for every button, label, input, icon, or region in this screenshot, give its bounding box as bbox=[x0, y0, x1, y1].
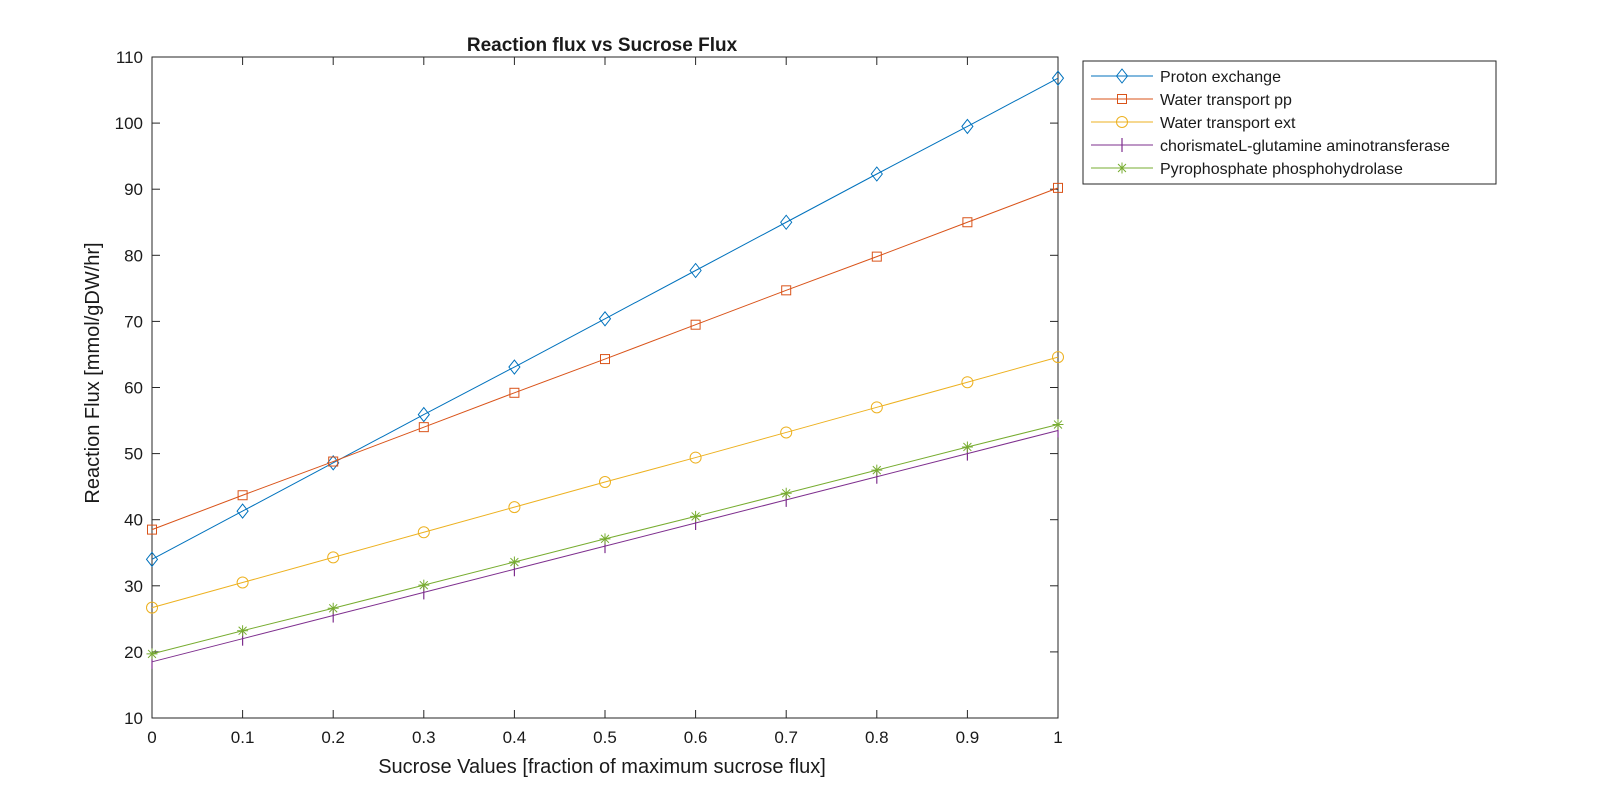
data-point-marker bbox=[1052, 419, 1064, 431]
x-axis-label: Sucrose Values [fraction of maximum sucr… bbox=[378, 756, 826, 778]
y-tick-label: 70 bbox=[124, 312, 143, 331]
series-line bbox=[151, 356, 1059, 609]
data-point-marker bbox=[1052, 351, 1064, 364]
data-point-marker bbox=[690, 510, 702, 522]
y-tick-label: 80 bbox=[124, 246, 143, 265]
data-point-marker bbox=[327, 551, 340, 564]
data-point-marker bbox=[509, 387, 520, 398]
legend-marker bbox=[1116, 116, 1128, 128]
data-point-marker bbox=[508, 501, 521, 514]
legend-marker bbox=[1116, 162, 1128, 174]
data-point-marker bbox=[600, 354, 610, 365]
y-tick-label: 30 bbox=[124, 577, 143, 596]
data-point-marker bbox=[871, 251, 882, 262]
x-tick-label: 0.7 bbox=[774, 728, 798, 747]
data-point-marker bbox=[418, 579, 430, 591]
data-point-marker bbox=[689, 262, 702, 279]
data-point-marker bbox=[417, 406, 430, 423]
data-point-marker bbox=[1053, 182, 1063, 193]
legend-entry-label: Water transport ext bbox=[1160, 115, 1296, 132]
x-tick-label: 0.4 bbox=[503, 728, 527, 747]
data-point-marker bbox=[236, 503, 249, 519]
x-tick-label: 0.1 bbox=[231, 728, 255, 747]
data-point-marker bbox=[508, 556, 520, 568]
data-point-marker bbox=[870, 166, 883, 182]
data-point-marker bbox=[870, 401, 883, 414]
y-tick-label: 110 bbox=[116, 48, 143, 67]
y-tick-label: 100 bbox=[115, 114, 143, 133]
y-tick-label: 90 bbox=[124, 180, 143, 199]
x-tick-label: 1 bbox=[1053, 728, 1062, 747]
y-tick-label: 40 bbox=[124, 511, 143, 530]
data-point-marker bbox=[237, 625, 249, 637]
x-tick-label: 0 bbox=[147, 728, 156, 747]
data-point-marker bbox=[689, 451, 702, 464]
data-point-marker bbox=[146, 648, 158, 660]
series-line bbox=[151, 77, 1059, 560]
y-tick-label: 20 bbox=[124, 643, 143, 662]
data-point-marker bbox=[780, 214, 793, 231]
data-point-marker bbox=[146, 601, 158, 614]
plot-area: 0 0.1 0.2 0.3 0.4 0.5 0.6 0.7 0.8 0.9 110203040506… bbox=[115, 48, 1065, 747]
y-tick-label: 50 bbox=[124, 445, 143, 464]
axes-box bbox=[151, 56, 1059, 719]
data-point-marker bbox=[237, 490, 248, 501]
y-tick-label: 60 bbox=[124, 379, 143, 398]
legend-entry-label: chorismateL-glutamine aminotransferase bbox=[1160, 138, 1450, 155]
data-point-marker bbox=[145, 551, 159, 568]
data-point-marker bbox=[780, 426, 793, 439]
data-point-marker bbox=[961, 376, 974, 389]
data-point-marker bbox=[599, 476, 611, 489]
x-tick-label: 0.2 bbox=[321, 728, 345, 747]
y-axis-label: Reaction Flux [mmol/gDW/hr] bbox=[82, 242, 104, 503]
data-point-marker bbox=[961, 118, 974, 135]
x-tick-label: 0.8 bbox=[865, 728, 889, 747]
data-point-marker bbox=[1051, 70, 1065, 86]
data-point-marker bbox=[147, 524, 157, 535]
legend: Proton exchange Water transport pp Water t… bbox=[1082, 60, 1497, 185]
x-tick-label: 0.6 bbox=[684, 728, 708, 747]
x-tick-label: 0.9 bbox=[956, 728, 980, 747]
data-point-marker bbox=[599, 533, 611, 545]
data-point-marker bbox=[327, 602, 339, 614]
data-point-marker bbox=[508, 359, 521, 375]
legend-entry-label: Pyrophosphate phosphohydrolase bbox=[1160, 161, 1403, 178]
y-tick-label: 10 bbox=[124, 709, 143, 728]
data-point-marker bbox=[871, 464, 883, 476]
data-point-marker bbox=[781, 285, 792, 296]
data-point-marker bbox=[961, 441, 973, 453]
legend-marker bbox=[1115, 68, 1129, 84]
data-point-marker bbox=[598, 310, 612, 327]
data-point-marker bbox=[780, 487, 792, 499]
chart-title: Reaction flux vs Sucrose Flux bbox=[467, 35, 738, 56]
data-point-marker bbox=[962, 217, 973, 228]
x-tick-label: 0.3 bbox=[412, 728, 436, 747]
legend-marker bbox=[1117, 94, 1127, 104]
data-point-marker bbox=[236, 576, 249, 589]
data-point-marker bbox=[328, 456, 339, 467]
series-line bbox=[151, 187, 1059, 531]
data-point-marker bbox=[417, 526, 430, 539]
legend-entry-label: Proton exchange bbox=[1160, 69, 1281, 86]
data-point-marker bbox=[690, 319, 701, 330]
x-tick-label: 0.5 bbox=[593, 728, 617, 747]
data-point-marker bbox=[418, 422, 429, 433]
legend-entry-label: Water transport pp bbox=[1160, 92, 1292, 109]
